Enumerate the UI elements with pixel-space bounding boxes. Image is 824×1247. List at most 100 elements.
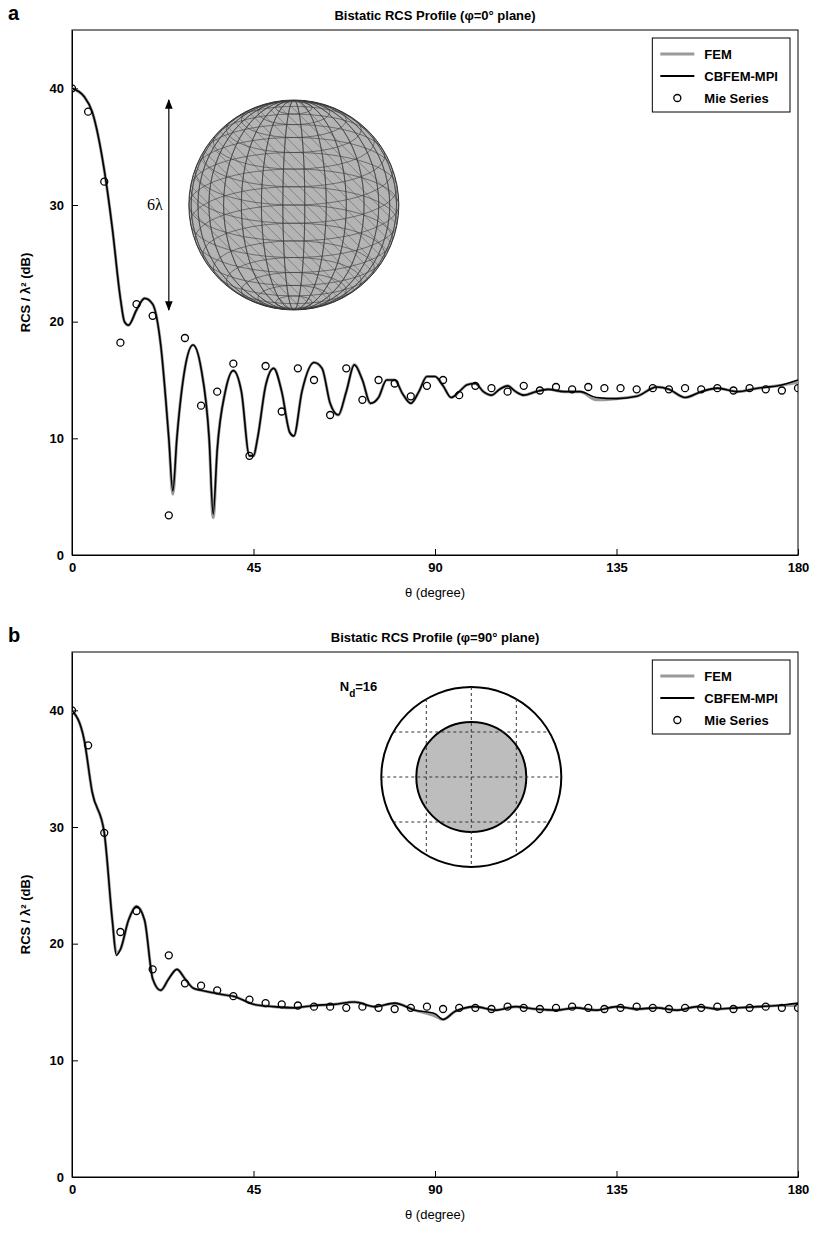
data-point [472, 1004, 479, 1011]
data-point [585, 384, 592, 391]
series-line [72, 88, 798, 517]
data-point [246, 452, 253, 459]
mesh-line [225, 100, 435, 310]
panel: bBistatic RCS Profile (φ=90° plane)04590… [8, 624, 809, 1222]
tick-label: 10 [50, 431, 64, 446]
data-point [456, 1004, 463, 1011]
data-point [214, 388, 221, 395]
tick: 20 [50, 936, 78, 951]
tick-label: 30 [50, 198, 64, 213]
data-point [520, 382, 527, 389]
data-point [149, 966, 156, 973]
data-point [407, 1004, 414, 1011]
tick-mark [254, 549, 255, 555]
mesh-line [177, 100, 387, 310]
chart-title: Bistatic RCS Profile (φ=90° plane) [331, 630, 539, 645]
axis-line [73, 555, 799, 556]
data-point [391, 1006, 398, 1013]
tick-mark [254, 1171, 255, 1177]
data-point [311, 1003, 318, 1010]
data-point [762, 386, 769, 393]
data-point [488, 1006, 495, 1013]
figure: aBistatic RCS Profile (φ=0° plane)045901… [0, 0, 824, 1247]
tick: 0 [57, 548, 78, 563]
data-point [698, 1004, 705, 1011]
data-point [601, 385, 608, 392]
mesh-line [213, 100, 423, 310]
tick: 10 [50, 431, 78, 446]
data-point [633, 1003, 640, 1010]
tick-mark [72, 555, 78, 556]
data-point [278, 408, 285, 415]
tick: 30 [50, 820, 78, 835]
data-point [359, 1003, 366, 1010]
data-point [601, 1006, 608, 1013]
data-point [585, 1004, 592, 1011]
data-point [682, 385, 689, 392]
series-line [72, 710, 798, 1019]
data-point [423, 382, 430, 389]
legend-label: CBFEM-MPI [704, 69, 778, 84]
axis-line [72, 653, 73, 1178]
data-point [649, 385, 656, 392]
inset: 6λ [81, 100, 507, 310]
data-point [456, 392, 463, 399]
legend-box [652, 38, 790, 112]
tick-mark [72, 438, 78, 439]
data-point [72, 85, 76, 92]
tick-label: 135 [606, 1182, 628, 1197]
tick: 0 [57, 1170, 78, 1185]
data-point [133, 908, 140, 915]
mesh-line [190, 187, 397, 258]
data-point [423, 1003, 430, 1010]
tick: 135 [606, 1171, 628, 1197]
data-point [278, 1001, 285, 1008]
data-point [117, 929, 124, 936]
legend-swatch [660, 53, 694, 56]
data-point [617, 385, 624, 392]
legend-label: Mie Series [704, 91, 768, 106]
legend-label: Mie Series [704, 713, 768, 728]
mesh-line [237, 100, 447, 310]
mesh-line [129, 100, 339, 310]
tick-label: 90 [428, 1182, 442, 1197]
axis-line [73, 1177, 799, 1178]
tick-mark [617, 1171, 618, 1177]
data-point [294, 365, 301, 372]
sphere-mesh [81, 100, 507, 310]
domain-cut [381, 777, 561, 778]
mesh-line [285, 100, 495, 310]
tick-label: 0 [69, 1182, 76, 1197]
x-axis-title: θ (degree) [405, 1207, 465, 1222]
tick-mark [72, 205, 78, 206]
data-point [440, 377, 447, 384]
series-line [72, 88, 798, 514]
annotation: 6λ [147, 196, 163, 213]
outer-boundary [381, 687, 561, 867]
data-point [520, 1004, 527, 1011]
data-point [343, 365, 350, 372]
data-point [633, 386, 640, 393]
data-point [375, 1004, 382, 1011]
y-axis-title: RCS / λ² (dB) [18, 253, 33, 332]
data-point [407, 393, 414, 400]
domain-cut [516, 687, 517, 867]
panel: aBistatic RCS Profile (φ=0° plane)045901… [8, 2, 809, 600]
data-point [778, 387, 785, 394]
data-point [504, 388, 511, 395]
tick-mark [798, 549, 799, 555]
mesh-line [165, 100, 375, 310]
tick-label: 135 [606, 560, 628, 575]
tick-mark [72, 1177, 78, 1178]
data-point [311, 377, 318, 384]
tick-mark [72, 322, 78, 323]
inset: Nd=16 [340, 679, 562, 867]
tick: 20 [50, 314, 78, 329]
mesh-line [81, 100, 291, 310]
data-point [682, 1004, 689, 1011]
mesh-line [261, 100, 471, 310]
data-point [375, 377, 382, 384]
data-point [778, 1004, 785, 1011]
tick-label: 45 [247, 560, 261, 575]
dimension-arrow [168, 100, 169, 310]
